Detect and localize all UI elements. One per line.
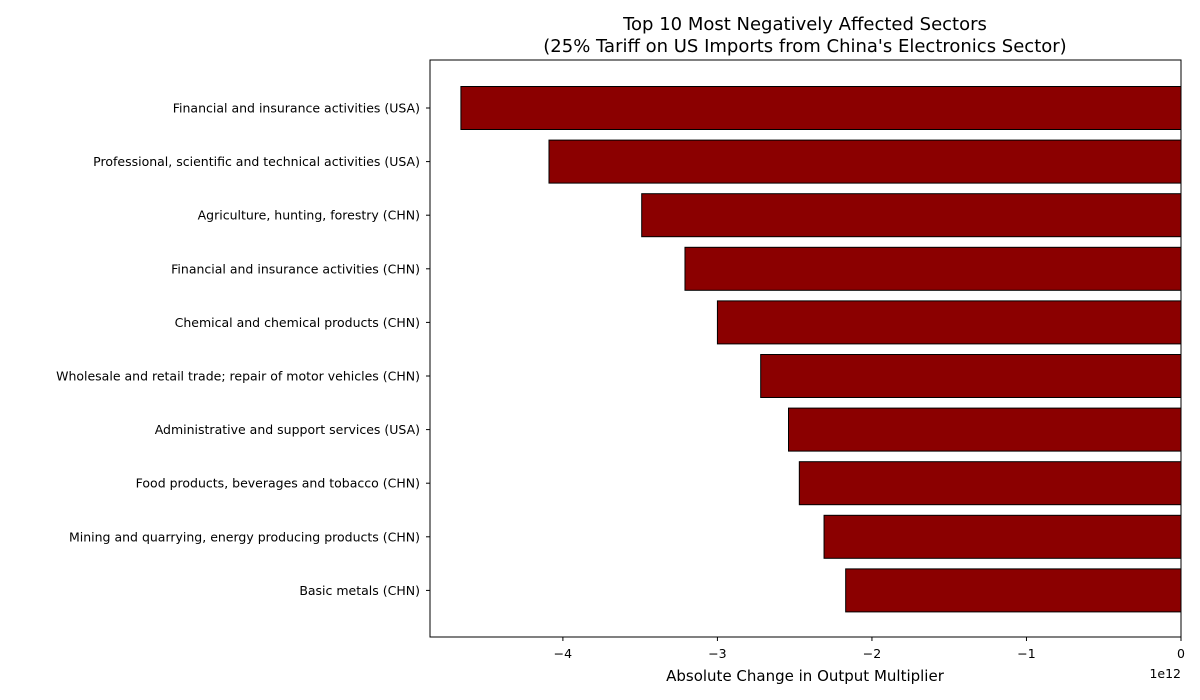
y-tick-label: Financial and insurance activities (CHN) [171, 261, 420, 276]
x-axis-offset-label: 1e12 [1149, 666, 1181, 681]
y-tick-label: Chemical and chemical products (CHN) [175, 315, 420, 330]
y-tick-label: Administrative and support services (USA… [155, 422, 420, 437]
bar [641, 193, 1182, 238]
y-tick-label: Wholesale and retail trade; repair of mo… [56, 369, 420, 384]
x-tick-label: 0 [1177, 646, 1185, 661]
bar [788, 407, 1182, 452]
y-tick-label: Basic metals (CHN) [299, 583, 420, 598]
bar [798, 461, 1182, 506]
y-axis-ticks: Financial and insurance activities (USA)… [56, 101, 430, 598]
y-tick-label: Agriculture, hunting, forestry (CHN) [198, 208, 420, 223]
plot-frame [429, 59, 1182, 638]
x-axis-label: Absolute Change in Output Multiplier [666, 667, 945, 685]
x-tick-label: −4 [554, 646, 572, 661]
bars-layer [460, 86, 1182, 613]
x-tick-label: −2 [863, 646, 881, 661]
bar [845, 568, 1182, 613]
bar [823, 514, 1182, 559]
y-tick-label: Professional, scientific and technical a… [93, 154, 420, 169]
chart-title-line-2: (25% Tariff on US Imports from China's E… [543, 36, 1066, 57]
y-tick-label: Mining and quarrying, energy producing p… [69, 529, 420, 544]
bar [684, 246, 1182, 291]
bar [460, 86, 1182, 130]
x-axis-ticks: −4 −3 −2 −1 0 [554, 637, 1185, 661]
x-tick-label: −3 [708, 646, 726, 661]
x-tick-label: −1 [1017, 646, 1035, 661]
y-tick-label: Food products, beverages and tobacco (CH… [136, 476, 420, 491]
bar [760, 354, 1182, 398]
bar [548, 139, 1182, 184]
chart-title-line-1: Top 10 Most Negatively Affected Sectors [622, 14, 987, 35]
y-tick-label: Financial and insurance activities (USA) [173, 101, 420, 116]
bar [716, 300, 1182, 345]
